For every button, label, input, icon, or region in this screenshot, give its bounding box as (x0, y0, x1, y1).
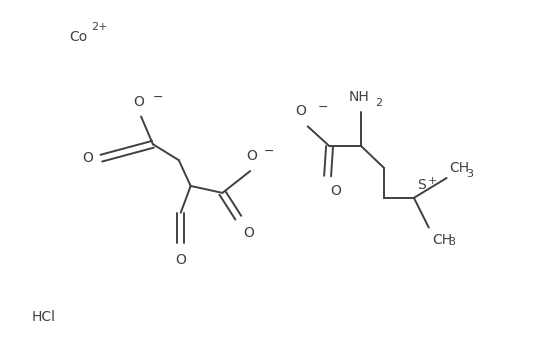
Text: O: O (134, 95, 145, 109)
Text: O: O (175, 253, 186, 267)
Text: O: O (82, 151, 94, 165)
Text: HCl: HCl (32, 310, 56, 324)
Text: −: − (264, 145, 274, 158)
Text: Co: Co (70, 30, 88, 44)
Text: 2+: 2+ (91, 22, 108, 32)
Text: 2: 2 (375, 98, 382, 108)
Text: −: − (153, 90, 163, 104)
Text: +: + (428, 176, 437, 186)
Text: O: O (243, 226, 254, 240)
Text: O: O (331, 184, 342, 198)
Text: S: S (417, 178, 426, 192)
Text: NH: NH (349, 90, 370, 104)
Text: CH: CH (432, 232, 452, 247)
Text: 3: 3 (466, 169, 474, 179)
Text: O: O (247, 149, 257, 163)
Text: 3: 3 (449, 236, 455, 247)
Text: −: − (318, 100, 328, 114)
Text: CH: CH (450, 161, 470, 175)
Text: O: O (295, 104, 306, 119)
